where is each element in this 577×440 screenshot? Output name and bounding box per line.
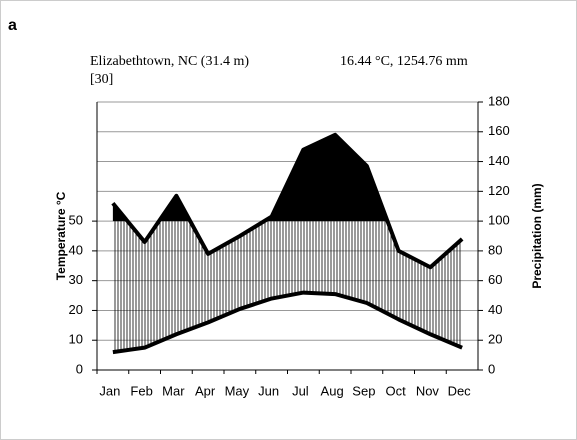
- y-axis-label: Temperature °C: [54, 191, 68, 280]
- perhumid-area: [112, 134, 388, 222]
- y2-tick-label: 140: [488, 153, 510, 168]
- x-tick-label: Mar: [162, 383, 185, 398]
- y-tick-label: 50: [69, 213, 83, 228]
- series-line: [112, 290, 463, 355]
- y2-tick-label: 80: [488, 242, 502, 257]
- panel-label: a: [8, 17, 17, 34]
- x-tick-label: Feb: [130, 383, 152, 398]
- x-tick-label: Jun: [258, 383, 279, 398]
- y2-tick-label: 0: [488, 361, 495, 376]
- y-tick-label: 20: [69, 302, 83, 317]
- y-tick-label: 0: [76, 361, 83, 376]
- chart-title: Elizabethtown, NC (31.4 m): [90, 54, 249, 69]
- y2-tick-label: 100: [488, 213, 510, 228]
- y2-tick-label: 120: [488, 183, 510, 198]
- y-tick-label: 30: [69, 272, 83, 287]
- chart-subtitle: [30]: [90, 72, 113, 87]
- x-tick-label: Jul: [292, 383, 309, 398]
- y2-tick-label: 180: [488, 93, 510, 108]
- x-tick-label: May: [225, 383, 250, 398]
- y-tick-label: 40: [69, 242, 83, 257]
- y2-tick-label: 160: [488, 123, 510, 138]
- y-tick-label: 10: [69, 332, 83, 347]
- x-tick-label: Nov: [416, 383, 440, 398]
- humid-area: [112, 221, 463, 353]
- x-tick-label: Dec: [448, 383, 472, 398]
- y2-axis-label: Precipitation (mm): [530, 183, 544, 288]
- y2-tick-label: 60: [488, 272, 502, 287]
- x-tick-label: Apr: [195, 383, 216, 398]
- x-tick-label: Sep: [352, 383, 375, 398]
- y2-tick-label: 20: [488, 332, 502, 347]
- x-tick-label: Aug: [321, 383, 344, 398]
- y2-tick-label: 40: [488, 302, 502, 317]
- annotation: 16.44 °C, 1254.76 mm: [340, 54, 468, 69]
- x-tick-label: Oct: [386, 383, 407, 398]
- x-tick-label: Jan: [99, 383, 120, 398]
- series-line: [111, 132, 464, 270]
